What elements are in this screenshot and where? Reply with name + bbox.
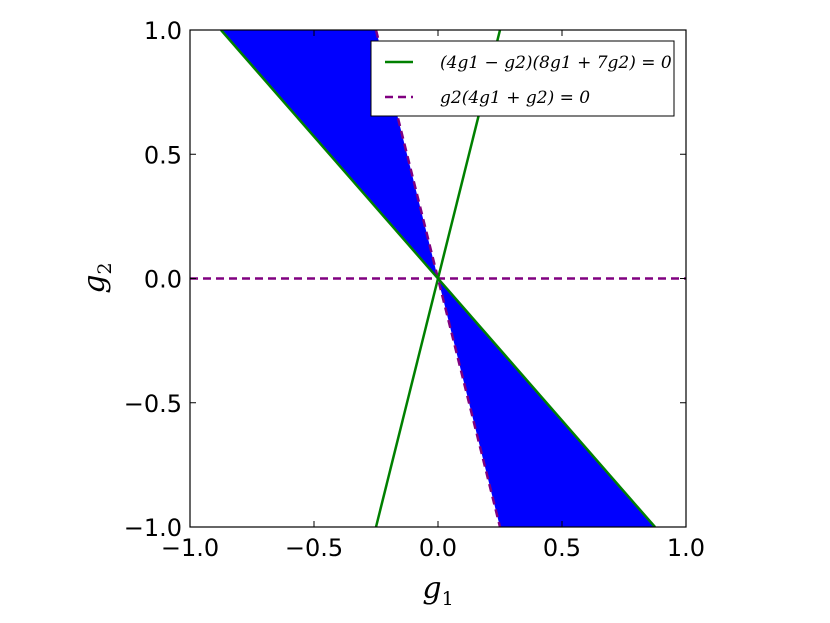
tick-labels: −1.0 −0.5 0.0 0.5 1.0 −1.0 −0.5 0.0 0.5 1.0: [124, 17, 705, 562]
x-tick-label: 1.0: [667, 534, 705, 562]
legend-label-1: g2(4g1 + g2) = 0: [440, 88, 590, 108]
y-tick-label: 0.0: [144, 266, 182, 294]
x-tick-label: 0.5: [543, 534, 581, 562]
x-tick-label: −0.5: [285, 534, 343, 562]
legend-box: [370, 40, 675, 117]
y-tick-label: −1.0: [124, 514, 182, 542]
y-tick-label: 0.5: [144, 141, 182, 169]
x-tick-label: 0.0: [419, 534, 457, 562]
x-axis-label: g1: [422, 571, 453, 610]
y-tick-label: 1.0: [144, 17, 182, 45]
y-tick-label: −0.5: [124, 390, 182, 418]
legend-label-0: (4g1 − g2)(8g1 + 7g2) = 0: [440, 53, 672, 73]
legend: (4g1 − g2)(8g1 + 7g2) = 0 g2(4g1 + g2) =…: [370, 40, 675, 117]
y-axis-label: g2: [77, 262, 116, 293]
x-tick-label: −1.0: [161, 534, 219, 562]
series-0-line-1: [220, 30, 656, 527]
ticks: [189, 29, 687, 528]
